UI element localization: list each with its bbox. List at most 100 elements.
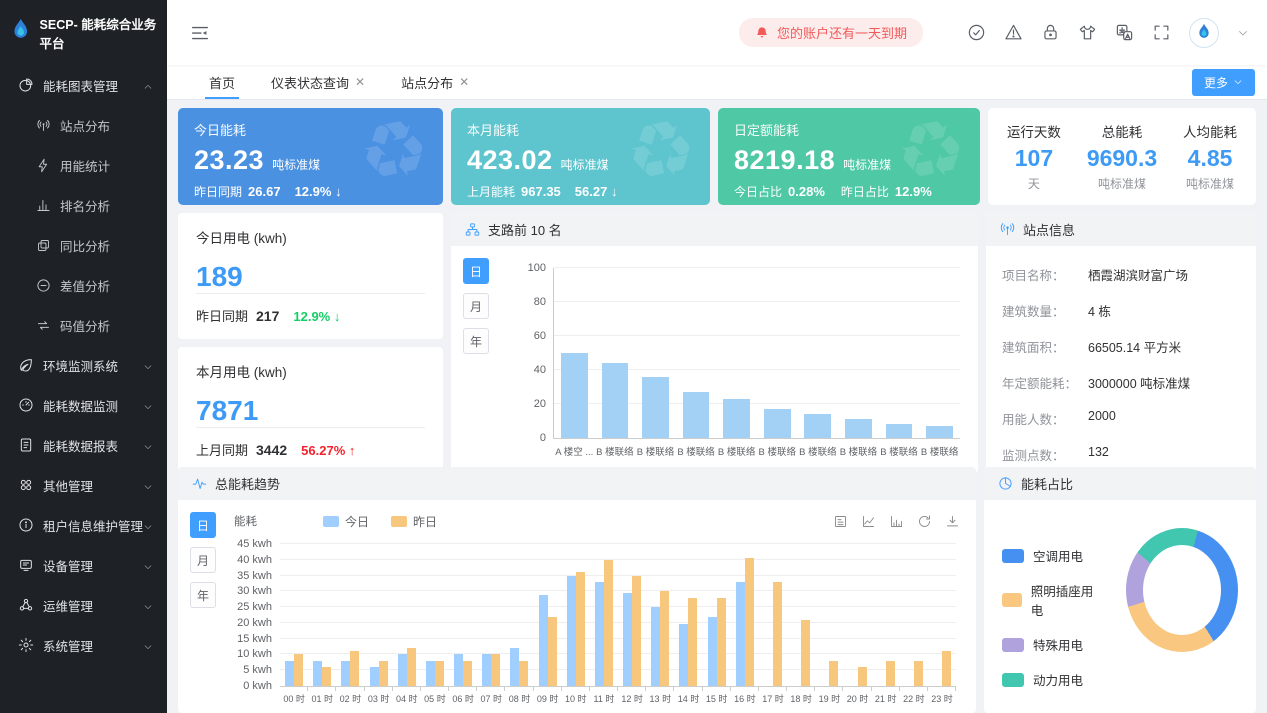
tab-1[interactable]: 仪表状态查询 ✕	[253, 65, 383, 99]
bar-昨日[interactable]	[378, 660, 388, 686]
bar-今日[interactable]	[538, 594, 548, 686]
bar-昨日[interactable]	[829, 660, 839, 686]
ratio-legend-item-动力用电[interactable]: 动力用电	[1002, 670, 1098, 689]
download-icon[interactable]	[945, 514, 960, 529]
sidebar-group-6[interactable]: 设备管理	[0, 545, 167, 585]
bar-今日[interactable]	[425, 660, 435, 686]
bar-昨日[interactable]	[406, 648, 416, 686]
sidebar-item-4[interactable]: 差值分析	[0, 265, 167, 305]
ratio-legend-item-照明插座用电[interactable]: 照明插座用电	[1002, 581, 1098, 619]
branch-toggle-月[interactable]: 月	[463, 293, 489, 319]
bar-今日[interactable]	[285, 660, 295, 686]
bar-昨日[interactable]	[688, 597, 698, 686]
branch-toggle-日[interactable]: 日	[463, 258, 489, 284]
bar-今日[interactable]	[623, 592, 633, 686]
bar-昨日[interactable]	[773, 581, 782, 686]
ratio-legend-item-空调用电[interactable]: 空调用电	[1002, 546, 1098, 565]
bar[interactable]	[682, 392, 710, 438]
legend-item-昨日[interactable]: 昨日	[391, 513, 437, 530]
bar[interactable]	[845, 419, 872, 438]
bar[interactable]	[601, 363, 629, 438]
bar-昨日[interactable]	[519, 660, 529, 686]
bar-昨日[interactable]	[491, 654, 501, 686]
bar[interactable]	[723, 398, 751, 438]
close-icon[interactable]: ✕	[459, 75, 470, 89]
user-avatar[interactable]	[1189, 17, 1219, 48]
bar[interactable]	[560, 353, 588, 438]
bar-昨日[interactable]	[942, 651, 952, 686]
gauge-icon[interactable]	[967, 23, 986, 42]
trend-toggle-年[interactable]: 年	[190, 582, 216, 608]
line-chart-icon[interactable]	[861, 514, 876, 529]
refresh-icon[interactable]	[917, 514, 932, 529]
tab-0[interactable]: 首页	[191, 65, 253, 99]
sidebar-item-3[interactable]: 同比分析	[0, 225, 167, 265]
bar-今日[interactable]	[566, 575, 576, 686]
bar-今日[interactable]	[341, 660, 351, 686]
tab-label: 仪表状态查询	[271, 75, 350, 91]
theme-shirt-icon[interactable]	[1078, 23, 1097, 42]
bar-昨日[interactable]	[463, 660, 473, 686]
sidebar-group-7[interactable]: 运维管理	[0, 585, 167, 625]
more-tabs-button[interactable]: 更多	[1191, 68, 1255, 96]
tab-2[interactable]: 站点分布 ✕	[383, 65, 487, 99]
sidebar-item-0[interactable]: 站点分布	[0, 105, 167, 145]
bar-今日[interactable]	[454, 654, 464, 686]
sidebar-group-5[interactable]: 租户信息维护管理	[0, 505, 167, 545]
bar-昨日[interactable]	[857, 667, 867, 686]
sidebar-item-5[interactable]: 码值分析	[0, 305, 167, 345]
sidebar-collapse-icon[interactable]	[189, 22, 211, 44]
bar-今日[interactable]	[482, 654, 492, 686]
bar-昨日[interactable]	[744, 558, 754, 686]
bar-昨日[interactable]	[322, 667, 332, 686]
sidebar-group-2[interactable]: 能耗数据监测	[0, 385, 167, 425]
bar[interactable]	[642, 376, 669, 438]
trend-toggle-月[interactable]: 月	[190, 547, 216, 573]
sidebar-item-2[interactable]: 排名分析	[0, 185, 167, 225]
branch-toggle-年[interactable]: 年	[463, 328, 489, 354]
sidebar-group-1[interactable]: 环境监测系统	[0, 345, 167, 385]
bar-昨日[interactable]	[603, 559, 613, 686]
bar-昨日[interactable]	[801, 619, 811, 686]
bar-昨日[interactable]	[632, 575, 642, 686]
bar[interactable]	[926, 426, 954, 438]
bar-昨日[interactable]	[350, 651, 360, 686]
bar-昨日[interactable]	[294, 654, 304, 686]
sidebar-group-0[interactable]: 能耗图表管理	[0, 65, 167, 105]
sidebar-group-4[interactable]: 其他管理	[0, 465, 167, 505]
trend-toggle-日[interactable]: 日	[190, 512, 216, 538]
bar-昨日[interactable]	[913, 660, 923, 686]
ratio-legend-item-特殊用电[interactable]: 特殊用电	[1002, 635, 1098, 654]
warning-icon[interactable]	[1004, 23, 1023, 42]
bar-今日[interactable]	[397, 654, 407, 686]
bar-今日[interactable]	[369, 667, 379, 686]
bar-昨日[interactable]	[716, 597, 726, 686]
bar-昨日[interactable]	[885, 660, 895, 686]
data-view-icon[interactable]	[833, 514, 848, 529]
sidebar-group-3[interactable]: 能耗数据报表	[0, 425, 167, 465]
fullscreen-icon[interactable]	[1152, 23, 1171, 42]
sidebar-group-8[interactable]: 系统管理	[0, 625, 167, 665]
translate-icon[interactable]	[1115, 23, 1134, 42]
bar[interactable]	[804, 414, 832, 438]
bar-今日[interactable]	[594, 581, 604, 686]
lock-icon[interactable]	[1041, 23, 1060, 42]
bar[interactable]	[763, 409, 791, 438]
bar-昨日[interactable]	[434, 660, 444, 686]
close-icon[interactable]: ✕	[355, 75, 366, 89]
bar-昨日[interactable]	[547, 616, 557, 686]
bar-今日[interactable]	[313, 660, 323, 686]
bar-昨日[interactable]	[660, 591, 670, 686]
bar-今日[interactable]	[735, 581, 745, 686]
bar-今日[interactable]	[707, 616, 717, 686]
bar-今日[interactable]	[651, 607, 661, 686]
user-menu-chevron-down-icon[interactable]	[1237, 27, 1249, 39]
bar-今日[interactable]	[510, 648, 520, 686]
bar[interactable]	[885, 424, 913, 438]
legend-item-今日[interactable]: 今日	[323, 513, 369, 530]
bar-昨日[interactable]	[575, 572, 585, 686]
account-expiry-alert[interactable]: 您的账户还有一天到期	[738, 18, 923, 47]
bar-今日[interactable]	[679, 624, 689, 686]
sidebar-item-1[interactable]: 用能统计	[0, 145, 167, 185]
bar-chart-icon[interactable]	[889, 514, 904, 529]
